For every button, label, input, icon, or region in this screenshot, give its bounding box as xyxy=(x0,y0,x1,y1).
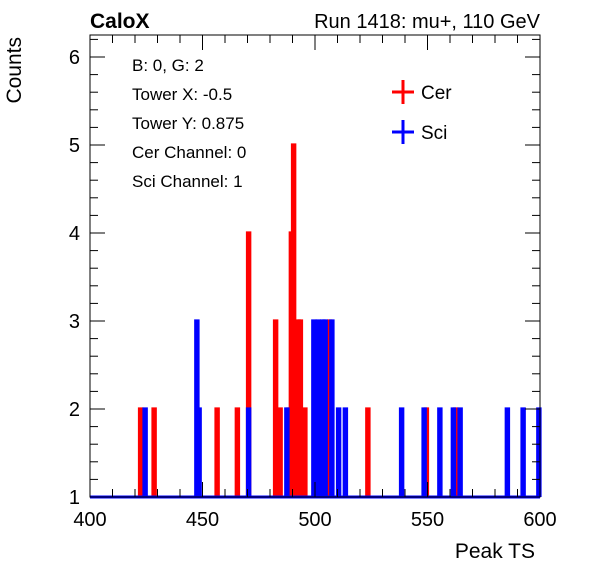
x-tick-label: 550 xyxy=(411,509,444,531)
legend-label: Sci xyxy=(421,123,447,144)
info-line-tower-y: Tower Y: 0.875 xyxy=(132,114,244,133)
histogram-bin xyxy=(398,407,405,497)
y-tick-label: 6 xyxy=(69,47,80,69)
legend-item-sci: Sci xyxy=(392,120,447,144)
info-line-tower-x: Tower X: -0.5 xyxy=(132,85,232,104)
info-line-sci-channel: Sci Channel: 1 xyxy=(132,172,243,191)
y-axis-label: Counts xyxy=(3,37,26,104)
histogram-bin xyxy=(329,319,335,497)
series-sci xyxy=(90,319,542,499)
info-line-cer-channel: Cer Channel: 0 xyxy=(132,143,246,162)
histogram-bin xyxy=(151,407,157,497)
histogram-bin xyxy=(520,407,526,497)
info-line-board: B: 0, G: 2 xyxy=(132,56,204,75)
histogram-bin xyxy=(342,407,349,497)
y-tick-label: 2 xyxy=(69,399,80,421)
y-tick-label: 4 xyxy=(69,223,80,245)
x-tick-label: 450 xyxy=(186,509,219,531)
histogram-bin xyxy=(245,231,252,497)
histogram-bin xyxy=(290,143,297,497)
histogram-bin xyxy=(142,407,148,497)
histogram-bin xyxy=(457,407,463,497)
series-layer xyxy=(90,143,542,499)
histogram-bin xyxy=(335,407,342,497)
histogram-bin xyxy=(450,407,457,497)
histogram-bin xyxy=(311,319,317,497)
histogram-bin xyxy=(322,319,328,497)
brand-label: CaloX xyxy=(90,10,150,33)
histogram-bin xyxy=(421,407,427,497)
histogram-bin xyxy=(214,407,220,497)
info-box: B: 0, G: 2 Tower X: -0.5 Tower Y: 0.875 … xyxy=(132,56,246,191)
histogram-bin xyxy=(234,407,241,497)
histogram-bin xyxy=(245,407,252,497)
x-tick-label: 500 xyxy=(298,509,331,531)
histogram-bin xyxy=(272,319,279,497)
histogram-bin xyxy=(504,407,511,497)
histogram-bin xyxy=(437,407,443,497)
legend: Cer Sci xyxy=(392,80,452,144)
histogram-bin xyxy=(137,407,144,497)
x-tick-label: 400 xyxy=(73,509,106,531)
histogram-bin xyxy=(365,407,371,497)
histogram-bin xyxy=(297,319,304,497)
y-tick-label: 1 xyxy=(69,487,80,509)
legend-label: Cer xyxy=(421,83,452,104)
legend-item-cer: Cer xyxy=(392,80,452,104)
run-info-label: Run 1418: mu+, 110 GeV xyxy=(314,11,541,33)
histogram-bin xyxy=(277,407,283,497)
histogram-bin xyxy=(196,407,202,497)
axis-ticks: 400 450 500 550 600 1 2 3 4 5 6 xyxy=(69,35,557,531)
y-tick-label: 5 xyxy=(69,135,80,157)
histogram-bin xyxy=(284,407,290,497)
y-tick-label: 3 xyxy=(69,311,80,333)
histogram-bin xyxy=(315,319,322,497)
x-axis-label: Peak TS xyxy=(455,540,535,563)
histogram-bin xyxy=(302,407,308,497)
x-tick-label: 600 xyxy=(523,509,556,531)
